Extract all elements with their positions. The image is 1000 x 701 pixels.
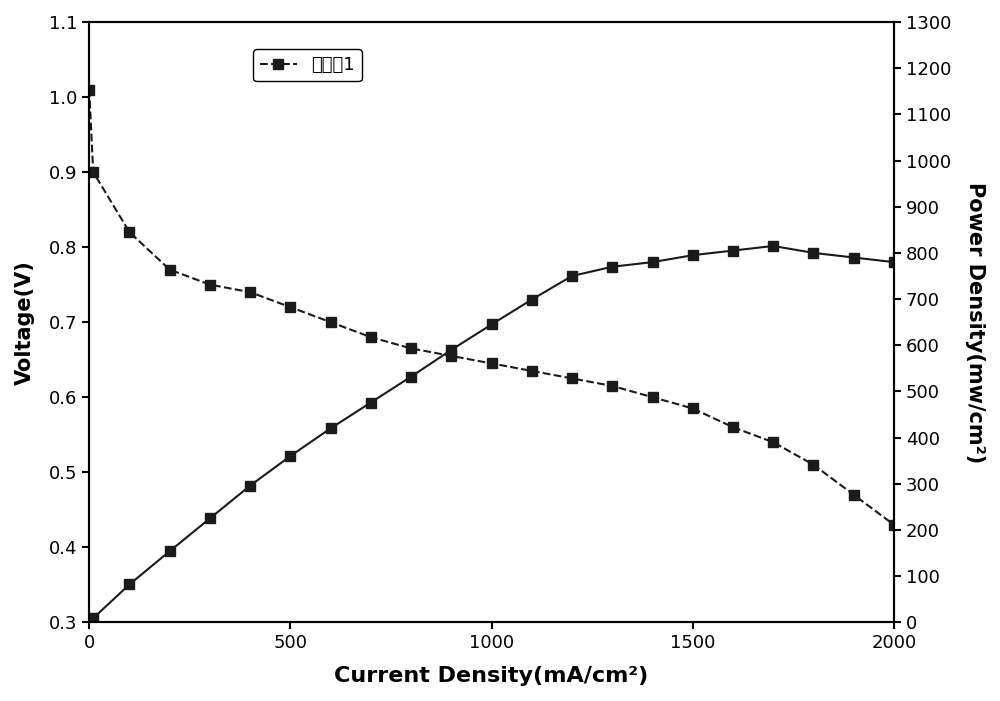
- 对比例1: [365, 333, 377, 341]
- 对比例1: [83, 86, 95, 94]
- 对比例1: [204, 280, 216, 289]
- 对比例1: [727, 423, 739, 431]
- Legend: 对比例1: 对比例1: [253, 49, 362, 81]
- 对比例1: [123, 228, 135, 236]
- 对比例1: [445, 352, 457, 360]
- 对比例1: [606, 382, 618, 390]
- 对比例1: [566, 374, 578, 383]
- 对比例1: [767, 438, 779, 447]
- 对比例1: [164, 266, 176, 274]
- 对比例1: [405, 344, 417, 353]
- 对比例1: [325, 318, 337, 327]
- 对比例1: [848, 491, 860, 499]
- 对比例1: [244, 288, 256, 297]
- 对比例1: [87, 168, 99, 176]
- Line: 对比例1: 对比例1: [84, 85, 899, 530]
- 对比例1: [647, 393, 659, 402]
- Y-axis label: Power Density(mw/cm²): Power Density(mw/cm²): [965, 182, 985, 463]
- 对比例1: [807, 461, 819, 469]
- 对比例1: [284, 303, 296, 311]
- Y-axis label: Voltage(V): Voltage(V): [15, 260, 35, 385]
- 对比例1: [486, 359, 498, 367]
- 对比例1: [526, 367, 538, 375]
- 对比例1: [687, 404, 699, 413]
- 对比例1: [888, 521, 900, 529]
- X-axis label: Current Density(mA/cm²): Current Density(mA/cm²): [334, 666, 649, 686]
